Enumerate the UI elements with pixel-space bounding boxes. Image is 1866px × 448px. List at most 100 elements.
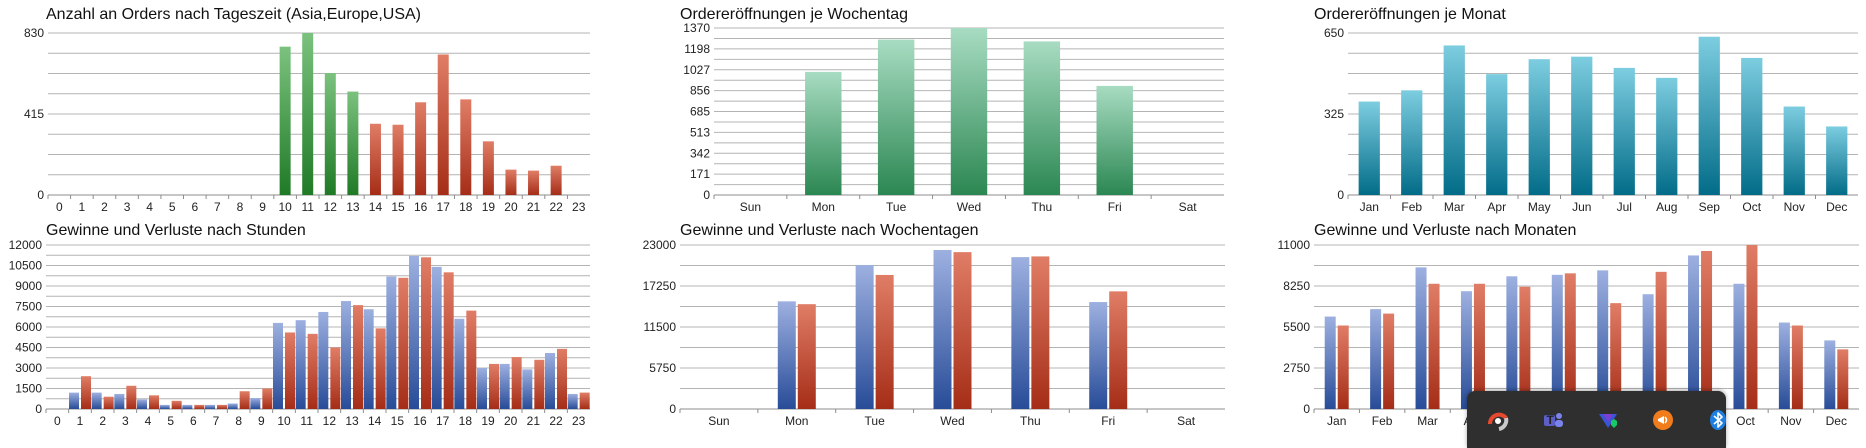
x-tick-label: Fri [1101, 414, 1115, 428]
bar-series-2 [307, 333, 318, 409]
bar-series-1 [1415, 267, 1427, 409]
chrome-like-icon[interactable] [1487, 409, 1509, 431]
bar-series-2 [103, 396, 114, 409]
x-tick-label: Sep [1699, 200, 1721, 214]
bar [1826, 126, 1848, 195]
x-tick-label: 18 [459, 200, 473, 214]
bar-series-2 [421, 257, 431, 409]
bar-series-1 [91, 392, 102, 409]
bar-series-2 [1337, 325, 1349, 409]
x-tick-label: 19 [482, 200, 496, 214]
bar-series-1 [182, 404, 193, 409]
x-tick-label: 9 [259, 200, 266, 214]
bar-series-2 [262, 388, 273, 409]
x-tick-label: 7 [214, 200, 221, 214]
bar-series-2 [1383, 313, 1395, 409]
y-tick-label: 0 [703, 188, 710, 202]
x-tick-label: 10 [278, 200, 292, 214]
x-tick-label: Tue [865, 414, 886, 428]
bar [1486, 74, 1508, 195]
chart-orders-by-month: Ordereröffnungen je Monat 0 325 650 Jan Feb M… [1308, 0, 1866, 220]
x-tick-label: Sat [1177, 414, 1196, 428]
x-tick-label: Mon [812, 200, 835, 214]
bar-series-1 [1506, 276, 1518, 409]
x-tick-label: 17 [437, 200, 451, 214]
bar [437, 54, 449, 195]
y-tick-label: 171 [690, 167, 710, 181]
x-tick-label: 9 [258, 414, 265, 428]
bar [1023, 41, 1061, 196]
bar-series-1 [137, 399, 147, 409]
bar-series-1 [1089, 302, 1108, 409]
bar [505, 169, 517, 195]
bar [1741, 57, 1763, 195]
bar-series-1 [363, 309, 374, 409]
y-tick-label: 0 [35, 402, 42, 416]
bar-series-1 [205, 404, 215, 409]
chart-plot: 027505500825011000JanFebMarAprMayJunJulA… [1278, 238, 1859, 428]
bar [1528, 59, 1550, 195]
x-tick-label: 11 [300, 414, 313, 428]
bar-series-1 [499, 363, 510, 409]
bluetooth-icon[interactable] [1707, 409, 1729, 431]
x-tick-label: 18 [459, 414, 473, 428]
bar-series-2 [557, 348, 567, 409]
x-tick-label: 20 [504, 414, 518, 428]
x-tick-label: Mon [785, 414, 808, 428]
x-tick-label: Oct [1742, 200, 1761, 214]
bar-series-1 [454, 318, 465, 409]
bar-series-1 [1460, 291, 1472, 409]
bar [1783, 106, 1805, 195]
x-tick-label: 2 [99, 414, 106, 428]
bar-series-1 [1824, 340, 1836, 409]
bar-series-2 [171, 400, 182, 409]
bar-series-2 [875, 274, 894, 409]
bar [324, 73, 336, 195]
y-tick-label: 11500 [644, 320, 677, 334]
bar-series-2 [217, 404, 227, 409]
x-tick-label: 6 [191, 200, 198, 214]
chart-title: Gewinne und Verluste nach Wochentagen [680, 222, 979, 239]
x-tick-label: Thu [1032, 200, 1053, 214]
x-tick-label: Mar [1444, 200, 1465, 214]
y-tick-label: 1198 [684, 42, 710, 56]
bar-series-2 [285, 332, 295, 409]
chart-title: Anzahl an Orders nach Tageszeit (Asia,Eu… [46, 6, 422, 23]
chart-pnl-by-month: Gewinne und Verluste nach Monaten 0 2750 5… [1278, 216, 1866, 448]
y-tick-label: 0 [1337, 188, 1344, 202]
y-tick-label: 325 [1324, 107, 1344, 121]
x-tick-label: Sun [708, 414, 729, 428]
megaphone-icon[interactable] [1652, 409, 1674, 431]
x-tick-label: 8 [237, 200, 244, 214]
bar-series-1 [114, 393, 125, 409]
chart-orders-by-hour: Anzahl an Orders nach Tageszeit (Asia,Eu… [24, 0, 600, 220]
bar-series-1 [386, 276, 397, 409]
x-tick-label: 10 [277, 414, 291, 428]
bar-series-1 [273, 322, 283, 409]
bar-series-2 [466, 310, 477, 409]
bar-series-1 [295, 320, 306, 409]
bar [279, 46, 291, 195]
bar-series-1 [933, 249, 952, 409]
x-tick-label: Wed [940, 414, 964, 428]
bar-series-2 [1031, 256, 1050, 409]
bar-series-2 [579, 392, 590, 409]
x-tick-label: 5 [169, 200, 176, 214]
x-tick-label: Jan [1360, 200, 1379, 214]
bar [1096, 85, 1133, 195]
bar [1571, 56, 1593, 195]
y-tick-label: 17250 [643, 279, 677, 293]
bar-series-1 [522, 369, 533, 409]
x-tick-label: Aug [1656, 200, 1677, 214]
y-tick-label: 830 [24, 26, 44, 40]
x-tick-label: 14 [368, 414, 382, 428]
chart-title: Ordereröffnungen je Wochentag [680, 6, 909, 23]
bar-series-1 [855, 264, 874, 409]
vpn-shield-icon[interactable] [1597, 409, 1619, 431]
x-tick-label: 4 [145, 414, 152, 428]
chart-title: Ordereröffnungen je Monat [1314, 6, 1506, 23]
x-tick-label: Dec [1826, 200, 1847, 214]
y-tick-label: 12000 [9, 238, 43, 252]
teams-icon[interactable]: T [1542, 409, 1564, 431]
